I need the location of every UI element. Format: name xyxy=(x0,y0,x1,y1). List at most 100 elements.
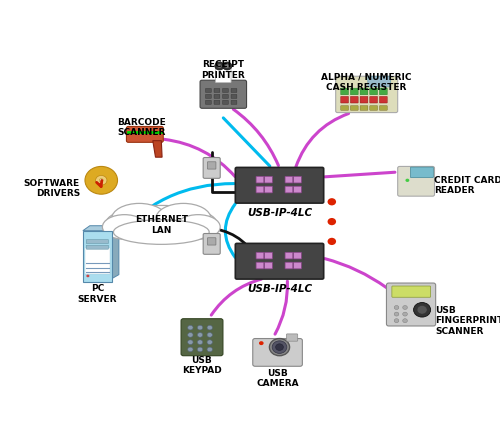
Text: USB-IP-4LC: USB-IP-4LC xyxy=(247,208,312,218)
Circle shape xyxy=(328,238,336,245)
Circle shape xyxy=(394,305,399,309)
FancyBboxPatch shape xyxy=(360,88,368,95)
Text: USB
CAMERA: USB CAMERA xyxy=(256,369,299,388)
FancyBboxPatch shape xyxy=(339,88,394,109)
FancyBboxPatch shape xyxy=(264,176,272,183)
FancyBboxPatch shape xyxy=(340,97,348,103)
FancyBboxPatch shape xyxy=(126,127,163,142)
Circle shape xyxy=(402,305,407,309)
Circle shape xyxy=(198,340,203,344)
FancyBboxPatch shape xyxy=(236,243,324,279)
FancyBboxPatch shape xyxy=(294,186,302,193)
FancyBboxPatch shape xyxy=(86,240,108,244)
Circle shape xyxy=(100,178,103,182)
FancyBboxPatch shape xyxy=(231,100,237,104)
Circle shape xyxy=(406,178,409,182)
FancyBboxPatch shape xyxy=(256,262,264,269)
FancyBboxPatch shape xyxy=(200,80,246,108)
FancyBboxPatch shape xyxy=(264,186,272,193)
Circle shape xyxy=(417,305,427,314)
FancyBboxPatch shape xyxy=(216,65,231,82)
FancyBboxPatch shape xyxy=(380,88,387,95)
FancyBboxPatch shape xyxy=(203,233,220,254)
Ellipse shape xyxy=(102,214,146,239)
Circle shape xyxy=(270,338,289,356)
Circle shape xyxy=(414,302,430,317)
Circle shape xyxy=(217,64,222,68)
Circle shape xyxy=(272,341,287,353)
FancyBboxPatch shape xyxy=(85,248,110,274)
FancyBboxPatch shape xyxy=(370,97,378,103)
Circle shape xyxy=(394,312,399,316)
Circle shape xyxy=(394,319,399,323)
Circle shape xyxy=(259,341,264,345)
Text: ALPHA / NUMERIC
CASH REGISTER: ALPHA / NUMERIC CASH REGISTER xyxy=(322,73,412,92)
Ellipse shape xyxy=(106,205,216,240)
FancyBboxPatch shape xyxy=(253,338,302,366)
FancyBboxPatch shape xyxy=(285,186,293,193)
Circle shape xyxy=(222,62,232,70)
Circle shape xyxy=(402,312,407,316)
FancyBboxPatch shape xyxy=(285,252,293,259)
FancyBboxPatch shape xyxy=(214,94,220,98)
Circle shape xyxy=(207,340,212,344)
FancyBboxPatch shape xyxy=(380,106,387,110)
FancyBboxPatch shape xyxy=(181,319,223,356)
Ellipse shape xyxy=(114,220,209,245)
FancyBboxPatch shape xyxy=(222,94,228,98)
FancyBboxPatch shape xyxy=(350,106,358,110)
FancyBboxPatch shape xyxy=(222,88,228,92)
FancyBboxPatch shape xyxy=(256,176,264,183)
FancyBboxPatch shape xyxy=(286,334,298,341)
FancyBboxPatch shape xyxy=(231,94,237,98)
Text: USB
KEYPAD: USB KEYPAD xyxy=(182,356,222,375)
FancyBboxPatch shape xyxy=(380,97,387,103)
FancyBboxPatch shape xyxy=(264,262,272,269)
FancyBboxPatch shape xyxy=(368,76,390,87)
FancyBboxPatch shape xyxy=(214,100,220,104)
Circle shape xyxy=(188,332,193,337)
Circle shape xyxy=(198,347,203,352)
FancyBboxPatch shape xyxy=(340,88,348,95)
FancyBboxPatch shape xyxy=(398,166,434,196)
FancyBboxPatch shape xyxy=(203,157,220,178)
FancyBboxPatch shape xyxy=(285,176,293,183)
FancyBboxPatch shape xyxy=(340,106,348,110)
Circle shape xyxy=(215,62,224,70)
Circle shape xyxy=(96,175,107,185)
Circle shape xyxy=(207,332,212,337)
Circle shape xyxy=(86,275,90,277)
Polygon shape xyxy=(83,226,119,231)
Circle shape xyxy=(198,325,203,330)
FancyBboxPatch shape xyxy=(206,88,212,92)
FancyBboxPatch shape xyxy=(206,94,212,98)
FancyBboxPatch shape xyxy=(294,252,302,259)
Text: RECEIPT
PRINTER: RECEIPT PRINTER xyxy=(202,60,245,80)
FancyBboxPatch shape xyxy=(294,262,302,269)
Text: USB
FINGERPRINT
SCANNER: USB FINGERPRINT SCANNER xyxy=(436,306,500,335)
Circle shape xyxy=(276,344,283,350)
FancyBboxPatch shape xyxy=(264,252,272,259)
FancyBboxPatch shape xyxy=(206,100,212,104)
FancyBboxPatch shape xyxy=(236,167,324,203)
FancyBboxPatch shape xyxy=(222,100,228,104)
Text: SOFTWARE
DRIVERS: SOFTWARE DRIVERS xyxy=(24,178,80,198)
FancyBboxPatch shape xyxy=(231,88,237,92)
Circle shape xyxy=(207,325,212,330)
Circle shape xyxy=(198,332,203,337)
FancyBboxPatch shape xyxy=(86,245,108,249)
FancyBboxPatch shape xyxy=(350,88,358,95)
Ellipse shape xyxy=(176,214,220,239)
Circle shape xyxy=(188,340,193,344)
Polygon shape xyxy=(153,141,162,157)
FancyBboxPatch shape xyxy=(256,252,264,259)
Text: CREDIT CARD
READER: CREDIT CARD READER xyxy=(434,176,500,196)
FancyBboxPatch shape xyxy=(336,76,398,112)
FancyBboxPatch shape xyxy=(256,186,264,193)
FancyBboxPatch shape xyxy=(208,162,216,169)
FancyBboxPatch shape xyxy=(392,286,430,297)
FancyBboxPatch shape xyxy=(370,106,378,110)
FancyBboxPatch shape xyxy=(350,97,358,103)
FancyBboxPatch shape xyxy=(285,262,293,269)
Circle shape xyxy=(188,347,193,352)
